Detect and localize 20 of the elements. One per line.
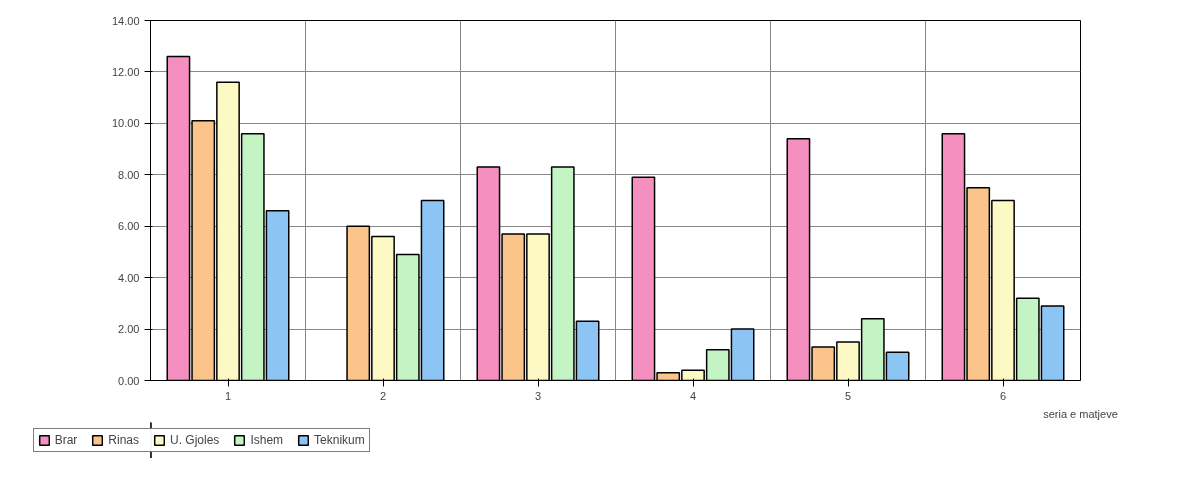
y-tick-label: 4.00 xyxy=(118,271,140,284)
y-tick-label: 0.00 xyxy=(118,374,140,387)
legend-label: Teknikum xyxy=(314,433,365,447)
y-tick-label: 2.00 xyxy=(118,323,140,336)
x-tick-label: 5 xyxy=(844,389,852,402)
x-tick-label: 1 xyxy=(224,389,232,402)
x-tick-label: 4 xyxy=(689,389,697,402)
y-tick-label: 10.00 xyxy=(111,117,140,130)
y-tick-label: 14.00 xyxy=(111,14,140,27)
legend-label: Brar xyxy=(54,433,78,447)
x-axis-title: seria e matjeve xyxy=(1043,407,1118,420)
x-tick-label: 3 xyxy=(534,389,542,402)
y-tick-label: 12.00 xyxy=(111,65,140,78)
y-tick-label: 6.00 xyxy=(118,220,140,233)
legend-label: Rinas xyxy=(108,433,140,447)
x-tick-label: 6 xyxy=(999,389,1007,402)
legend-label: U. Gjoles xyxy=(170,433,220,447)
x-tick-label: 2 xyxy=(379,389,387,402)
legend-label: Ishem xyxy=(250,433,284,447)
y-tick-label: 8.00 xyxy=(118,168,140,181)
